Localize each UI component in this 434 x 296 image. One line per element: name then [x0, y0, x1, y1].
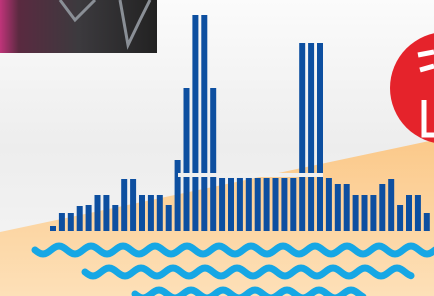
skyline-bar — [157, 195, 163, 231]
skyline-bar — [192, 15, 198, 231]
skyline-bar — [201, 15, 207, 231]
skyline-bar — [175, 160, 181, 231]
skyline-bar — [335, 184, 341, 231]
skyline-bar — [281, 178, 287, 231]
skyline-bar — [86, 205, 92, 231]
skyline-bar — [68, 213, 74, 231]
skyline-bar — [326, 178, 332, 231]
skyline-bar — [344, 184, 350, 231]
skyline-bar — [406, 195, 412, 231]
skyline-bar — [219, 178, 225, 231]
skyline-bar — [255, 178, 261, 231]
skyline-bar — [139, 195, 145, 231]
skyline-bar — [228, 178, 234, 231]
skyline-bar — [184, 88, 190, 231]
skyline-bar — [362, 195, 368, 231]
skyline-bar — [77, 206, 83, 231]
photo — [0, 0, 157, 53]
skyline-bar — [308, 43, 314, 231]
skyline-bar — [317, 43, 323, 231]
skyline-bar — [273, 178, 279, 231]
skyline-bar — [290, 178, 296, 231]
skyline-bar — [130, 179, 136, 231]
skyline-bar — [50, 226, 56, 231]
skyline-bar — [353, 195, 359, 231]
skyline-bar — [415, 195, 421, 231]
skyline-bar — [112, 205, 118, 231]
skyline-bar — [246, 178, 252, 231]
skyline-bar — [397, 205, 403, 231]
skyline-bar — [264, 178, 270, 231]
skyline-bar — [237, 178, 243, 231]
skyline-bar — [424, 213, 430, 231]
skyline-bar — [379, 184, 385, 231]
skyline-bar — [210, 88, 216, 231]
skyline-bar — [148, 195, 154, 231]
skyline-bar — [299, 43, 305, 231]
skyline-bar — [103, 195, 109, 231]
skyline-bar — [59, 213, 65, 231]
skyline-bar — [388, 179, 394, 231]
skyline-bar — [370, 195, 376, 231]
page: (() => { const ns = 'http://www.w3.org/2… — [0, 0, 434, 296]
graphic — [0, 0, 434, 296]
skyline-bar — [121, 179, 127, 231]
skyline-gap — [178, 173, 323, 177]
skyline-bar — [166, 205, 172, 231]
skyline-bar — [95, 195, 101, 231]
